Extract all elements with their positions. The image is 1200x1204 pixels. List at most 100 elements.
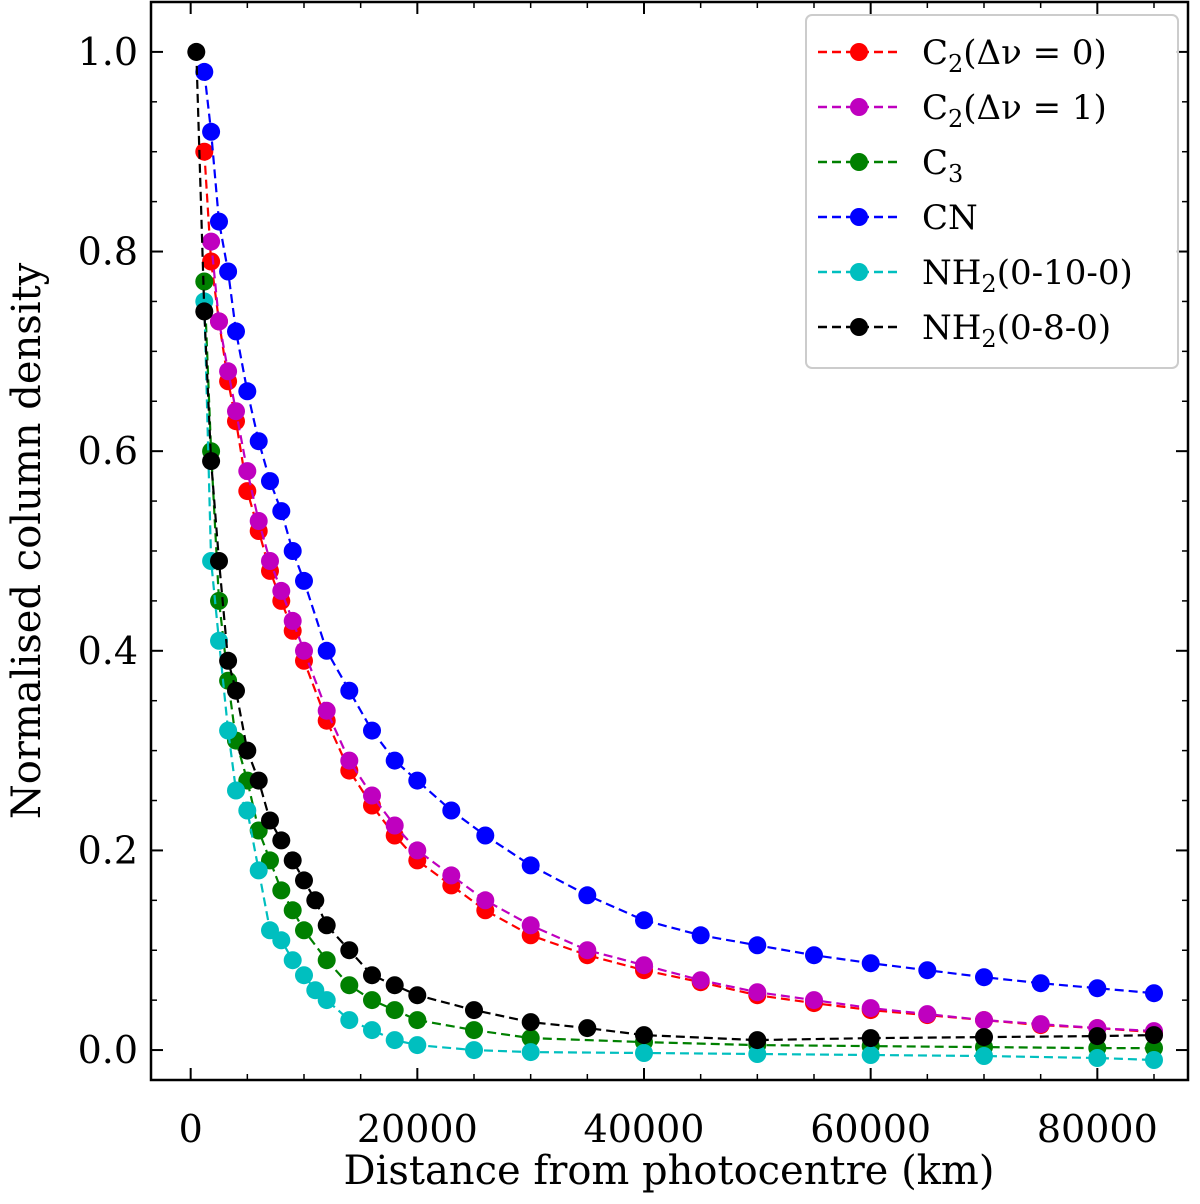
data-point (578, 1019, 597, 1038)
data-point (227, 402, 245, 421)
legend-label: CN (922, 198, 978, 238)
data-point (238, 462, 257, 481)
legend-label-rest: (0-8-0) (997, 308, 1111, 348)
legend-item-2: C3 (818, 143, 963, 188)
data-point (363, 966, 381, 985)
data-point (210, 312, 228, 331)
data-point (249, 512, 268, 530)
data-point (219, 362, 238, 381)
data-point (408, 986, 427, 1005)
data-point (272, 831, 291, 850)
data-point (408, 1036, 427, 1055)
data-point (238, 801, 257, 820)
data-point (465, 1001, 483, 1020)
x-tick-label: 60000 (810, 1107, 931, 1151)
legend-label-main: C (922, 143, 948, 183)
data-point (748, 1031, 767, 1050)
data-point (317, 916, 336, 935)
legend-label-subscript: 2 (948, 105, 963, 133)
data-point (187, 42, 206, 61)
data-point (210, 631, 228, 650)
data-point (238, 741, 257, 760)
data-point (272, 581, 291, 600)
legend-marker (850, 208, 868, 226)
data-point (363, 1021, 381, 1040)
x-tick-label: 80000 (1037, 1107, 1158, 1151)
data-point (442, 801, 461, 820)
data-point (210, 591, 228, 610)
y-tick-label: 1.0 (78, 30, 138, 74)
legend-marker (850, 153, 868, 171)
data-point (975, 1011, 993, 1030)
data-point (340, 941, 359, 960)
data-point (975, 968, 993, 987)
x-axis-label: Distance from photocentre (km) (344, 1148, 995, 1194)
data-point (295, 921, 313, 940)
data-point (521, 1029, 540, 1048)
data-point (691, 926, 710, 945)
data-point (521, 916, 540, 935)
data-point (249, 771, 268, 790)
y-tick-label: 0.4 (78, 629, 138, 673)
data-point (476, 891, 495, 910)
data-point (363, 721, 381, 740)
data-point (465, 1041, 483, 1060)
legend-label: C2(Δν = 1) (922, 88, 1107, 133)
data-point (295, 966, 313, 985)
data-point (408, 1011, 427, 1030)
data-point (635, 1026, 653, 1045)
data-point (408, 771, 427, 790)
data-point (340, 976, 359, 995)
data-point (272, 881, 291, 900)
x-tick-label: 20000 (357, 1107, 478, 1151)
y-tick-label: 0.0 (78, 1028, 138, 1072)
legend-marker (850, 98, 868, 116)
data-point (202, 252, 221, 271)
data-point (317, 641, 336, 660)
data-point (238, 382, 257, 401)
data-point (635, 956, 653, 975)
data-point (805, 946, 823, 965)
data-point (918, 961, 937, 980)
data-point (219, 651, 238, 670)
legend-label: C3 (922, 143, 963, 188)
data-point (521, 856, 540, 875)
data-point (283, 611, 302, 630)
legend-label-subscript: 2 (981, 325, 996, 353)
legend-label-rest: (Δν = 1) (963, 88, 1107, 128)
legend-label: NH2(0-8-0) (922, 308, 1111, 353)
data-point (861, 1029, 880, 1048)
data-point (476, 826, 495, 845)
data-point (861, 954, 880, 973)
legend-label-subscript: 2 (948, 50, 963, 78)
series-1 (202, 232, 1163, 1041)
data-point (219, 262, 238, 281)
legend: C2(Δν = 0)C2(Δν = 1)C3CNNH2(0-10-0)NH2(0… (805, 14, 1179, 369)
series-5 (187, 42, 1163, 1050)
data-point (861, 999, 880, 1018)
data-point (748, 936, 767, 955)
data-point (408, 841, 427, 860)
data-point (317, 701, 336, 720)
data-point (691, 971, 710, 990)
data-point (317, 991, 336, 1010)
legend-label-main: CN (922, 198, 978, 238)
data-point (202, 452, 221, 471)
data-point (283, 542, 302, 560)
data-point (227, 322, 245, 341)
data-point (283, 901, 302, 920)
legend-item-0: C2(Δν = 0) (818, 33, 1107, 78)
legend-marker (850, 263, 868, 281)
data-point (340, 751, 359, 770)
data-point (1088, 1049, 1107, 1067)
series-4 (195, 292, 1163, 1069)
data-point (272, 931, 291, 950)
data-point (385, 816, 404, 835)
data-point (249, 861, 268, 880)
y-tick-label: 0.2 (78, 828, 138, 872)
legend-item-5: NH2(0-8-0) (818, 308, 1111, 353)
data-point (861, 1046, 880, 1064)
data-point (249, 432, 268, 451)
data-point (385, 976, 404, 995)
